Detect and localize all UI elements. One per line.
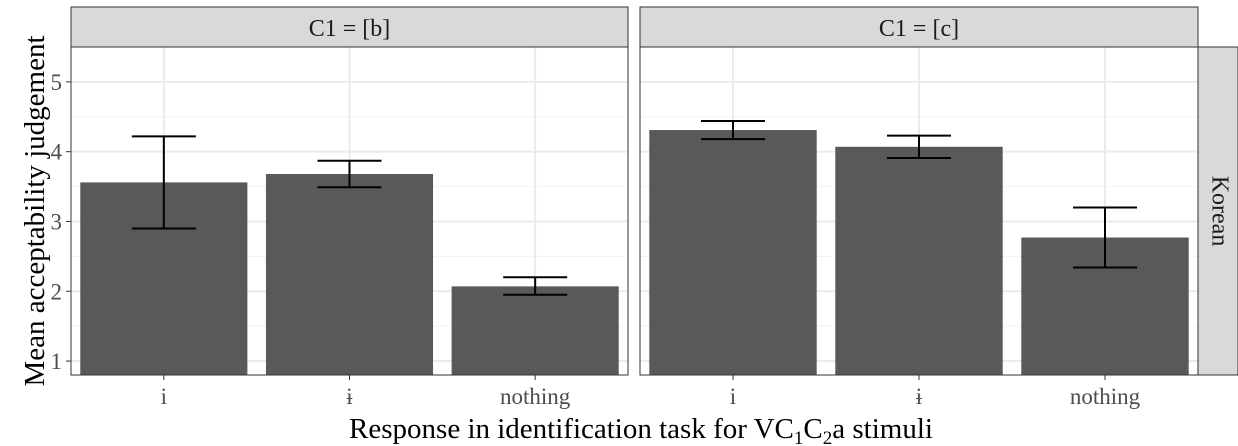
error-bar-1 bbox=[701, 119, 765, 141]
panel-strip-label: C1 = [c] bbox=[879, 16, 959, 42]
panel-strip-label: C1 = [b] bbox=[309, 16, 391, 42]
panel-strip-box bbox=[70, 6, 629, 48]
panel-1: C1 = [b] i ɨ nothing 1 2 3 4 5 bbox=[51, 6, 629, 409]
x-tick-label: nothing bbox=[500, 384, 571, 409]
bar-1 bbox=[649, 130, 817, 375]
error-bar-2 bbox=[317, 159, 382, 189]
row-strip-box bbox=[1197, 46, 1238, 376]
x-tick-label: ɨ bbox=[916, 384, 923, 409]
error-bar-3 bbox=[503, 276, 568, 296]
error-bar-3 bbox=[1073, 206, 1137, 269]
bar-3 bbox=[451, 286, 619, 375]
x-axis-title-part-3: a stimuli bbox=[832, 413, 933, 445]
error-bar-2 bbox=[887, 134, 951, 159]
x-tick-label: i bbox=[161, 384, 167, 409]
x-tick-label: i bbox=[730, 384, 736, 409]
x-axis-title-part-1: Response in identification task for VC bbox=[349, 413, 794, 445]
bar-2 bbox=[265, 174, 434, 375]
x-axis-title-sub-2: 2 bbox=[823, 428, 833, 446]
y-axis-title: Mean acceptability judgement bbox=[19, 35, 51, 386]
y-tick-label: 1 bbox=[51, 349, 63, 374]
y-tick-label: 2 bbox=[51, 279, 63, 304]
panel-2: C1 = [c] i ɨ nothing bbox=[639, 6, 1199, 409]
x-axis-title: Response in identification task for VC1C… bbox=[349, 413, 933, 446]
panels-layer: C1 = [b] i ɨ nothing 1 2 3 4 5 C1 = [c] i ɨ nothing bbox=[51, 6, 1199, 409]
x-axis-title-sub-1: 1 bbox=[794, 428, 804, 446]
y-tick-label: 3 bbox=[51, 209, 63, 234]
x-axis-title-part-2: C bbox=[803, 413, 822, 445]
x-tick-label: ɨ bbox=[346, 384, 353, 409]
error-bar-1 bbox=[131, 135, 196, 230]
x-tick-label: nothing bbox=[1070, 384, 1141, 409]
y-tick-label: 4 bbox=[51, 140, 63, 165]
row-strip-label: Korean bbox=[1206, 176, 1232, 247]
y-tick-label: 5 bbox=[51, 70, 63, 95]
bar-2 bbox=[835, 146, 1003, 375]
row-strip: Korean bbox=[1197, 46, 1238, 376]
